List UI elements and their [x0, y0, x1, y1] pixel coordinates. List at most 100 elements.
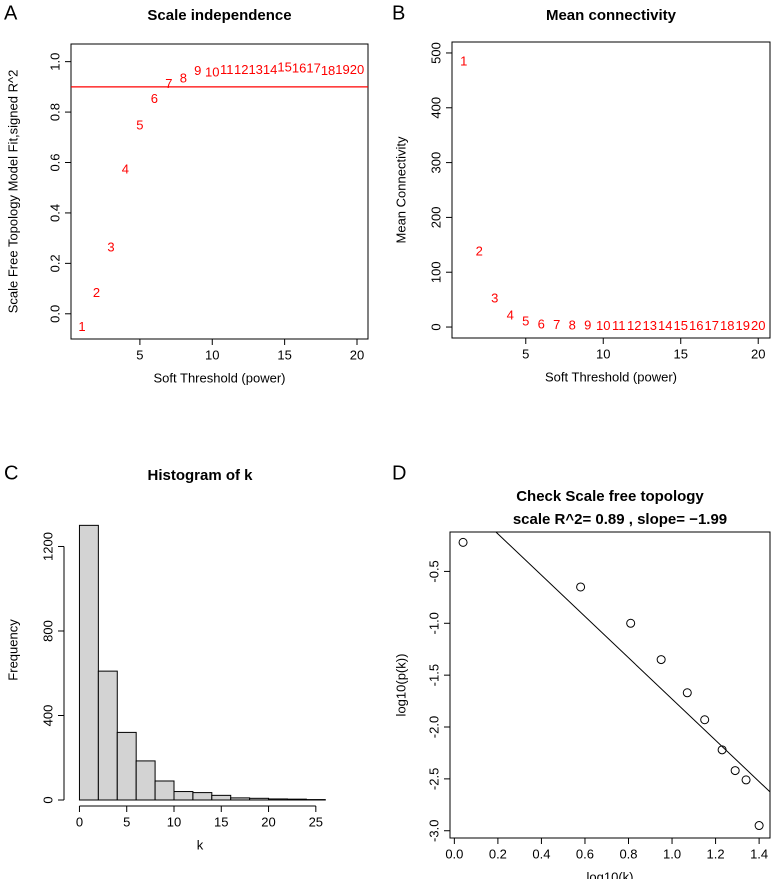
point-label: 19: [335, 62, 349, 77]
point-label: 4: [507, 308, 514, 323]
point: [682, 688, 692, 698]
point-label: 18: [321, 63, 335, 78]
point-label: 17: [306, 61, 320, 76]
point-label: 20: [350, 62, 364, 77]
point-label: 12: [627, 318, 641, 333]
point: [458, 537, 468, 547]
x-axis-label: Soft Threshold (power): [545, 369, 677, 384]
x-tick-label: 0.4: [532, 846, 550, 861]
histogram-bar: [230, 797, 251, 801]
point-label: 15: [674, 318, 688, 333]
y-tick-label: 1200: [40, 532, 55, 561]
y-tick-label: -1.0: [426, 612, 441, 634]
point: [576, 582, 586, 592]
plot-frame: [451, 41, 771, 339]
histogram-bar: [154, 780, 175, 801]
x-axis-label: Soft Threshold (power): [154, 370, 286, 385]
x-tick-label: 25: [309, 814, 323, 829]
x-tick-label: 10: [167, 814, 181, 829]
point-label: 2: [476, 243, 483, 258]
x-tick-label: 0.8: [619, 846, 637, 861]
x-tick-label: 0.0: [445, 846, 463, 861]
point-label: 6: [151, 91, 158, 106]
x-tick-label: 0.6: [576, 846, 594, 861]
y-tick-label: 1.0: [47, 53, 62, 71]
histogram-bar: [286, 798, 307, 801]
histogram-bar: [211, 794, 232, 801]
x-tick-label: 0.2: [489, 846, 507, 861]
y-tick-label: 500: [428, 42, 443, 64]
point-label: 10: [205, 64, 219, 79]
point-label: 19: [735, 318, 749, 333]
x-tick-label: 5: [136, 347, 143, 362]
point-label: 4: [122, 162, 129, 177]
y-tick-label: 300: [428, 152, 443, 174]
histogram-bar: [135, 760, 156, 801]
x-tick-label: 1.0: [663, 846, 681, 861]
point-label: 16: [689, 318, 703, 333]
y-tick-label: -2.5: [426, 768, 441, 790]
y-axis-label: log10(p(k)): [393, 654, 408, 717]
point-label: 7: [165, 76, 172, 91]
x-tick-label: 20: [350, 347, 364, 362]
point-label: 2: [93, 285, 100, 300]
point: [700, 715, 710, 725]
y-tick-label: 0.6: [47, 153, 62, 171]
point-label: 14: [263, 62, 277, 77]
panel-letter: A: [4, 2, 18, 24]
histogram-bar: [116, 731, 137, 801]
y-tick-label: 0.0: [47, 305, 62, 323]
chart-title: Histogram of k: [147, 467, 253, 484]
y-tick-label: -1.5: [426, 664, 441, 686]
fit-line: [495, 531, 771, 793]
point-label: 1: [460, 54, 467, 69]
point-label: 11: [612, 318, 626, 333]
panel-letter: D: [392, 462, 406, 484]
y-tick-label: 200: [428, 207, 443, 229]
y-tick-label: 0.2: [47, 254, 62, 272]
y-tick-label: 0: [428, 323, 443, 330]
point-label: 12: [234, 62, 248, 77]
point: [656, 655, 666, 665]
x-axis-label: log10(k): [587, 869, 634, 879]
y-axis-label: Scale Free Topology Model Fit,signed R^2: [5, 70, 20, 314]
y-tick-label: 0.4: [47, 204, 62, 222]
y-axis-label: Frequency: [5, 619, 20, 681]
y-tick-label: 800: [40, 620, 55, 642]
x-tick-label: 1.4: [750, 846, 768, 861]
point-label: 14: [658, 318, 672, 333]
point-label: 8: [180, 71, 187, 86]
y-tick-label: 0: [40, 796, 55, 803]
histogram-bar: [173, 791, 194, 801]
point-label: 5: [522, 314, 529, 329]
point-label: 9: [584, 318, 591, 333]
point-label: 1: [78, 319, 85, 334]
point-label: 17: [704, 318, 718, 333]
point-label: 5: [136, 117, 143, 132]
y-tick-label: 100: [428, 261, 443, 283]
x-tick-label: 15: [674, 346, 688, 361]
point: [741, 775, 751, 785]
x-tick-label: 15: [214, 814, 228, 829]
panel-letter: C: [4, 462, 18, 484]
point-label: 16: [292, 61, 306, 76]
chart-title: Scale independence: [147, 7, 291, 24]
point-label: 11: [220, 62, 234, 77]
point-label: 9: [194, 63, 201, 78]
histogram-bar: [192, 792, 213, 801]
x-axis-label: k: [197, 837, 204, 852]
chart-subtitle: scale R^2= 0.89 , slope= −1.99: [513, 511, 727, 528]
x-tick-label: 20: [261, 814, 275, 829]
chart-title: Check Scale free topology: [516, 488, 704, 505]
point: [730, 766, 740, 776]
y-axis-label: Mean Connectivity: [393, 136, 408, 243]
y-tick-label: 400: [428, 97, 443, 119]
y-tick-label: -2.0: [426, 716, 441, 738]
plot-frame: [449, 531, 771, 839]
point: [626, 618, 636, 628]
point-label: 18: [720, 318, 734, 333]
panel-letter: B: [392, 2, 405, 24]
plot-frame: [70, 43, 369, 340]
x-tick-label: 15: [277, 347, 291, 362]
point-label: 8: [569, 317, 576, 332]
